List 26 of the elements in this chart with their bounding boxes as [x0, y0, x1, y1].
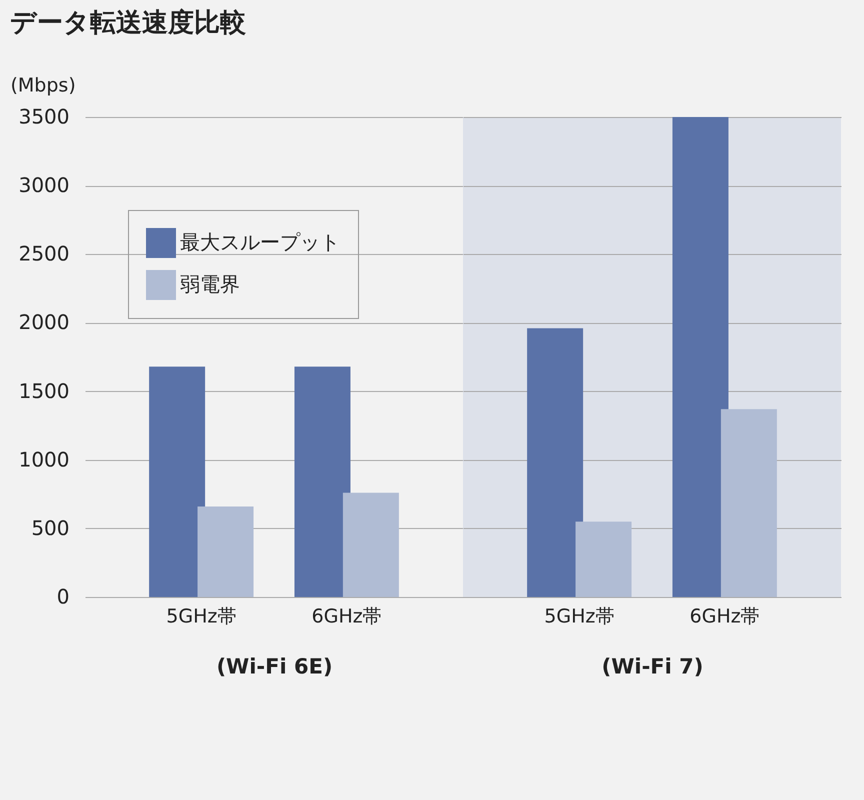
x-axis-title: (Wi-Fi 6E) — [216, 654, 333, 678]
bar — [576, 522, 632, 597]
y-tick-label: 0 — [56, 584, 70, 608]
bar — [342, 492, 399, 597]
y-tick-label: 1500 — [18, 378, 70, 403]
y-axis-title: (Mbps) — [10, 74, 76, 96]
y-tick-label: 1000 — [18, 447, 70, 472]
x-tick-label: 6GHz帯 — [690, 606, 760, 628]
legend-label: 最大スループット — [180, 230, 340, 254]
legend-label: 弱電界 — [180, 272, 240, 296]
bar — [198, 506, 254, 597]
x-tick-label: 5GHz帯 — [166, 606, 236, 628]
y-tick-label: 2000 — [18, 310, 70, 334]
y-tick-label: 2500 — [18, 242, 70, 266]
x-tick-label: 5GHz帯 — [544, 606, 614, 628]
y-tick-label: 3500 — [18, 104, 70, 128]
bar — [294, 366, 350, 597]
x-tick-label: 6GHz帯 — [312, 606, 382, 628]
y-tick-label: 500 — [31, 516, 70, 540]
bar — [672, 117, 728, 597]
bar — [720, 409, 777, 597]
bar — [149, 366, 206, 597]
x-axis-title: (Wi-Fi 7) — [602, 654, 704, 678]
y-tick-label: 3000 — [18, 173, 70, 198]
chart-title: データ転送速度比較 — [10, 8, 247, 38]
bar — [527, 328, 584, 597]
